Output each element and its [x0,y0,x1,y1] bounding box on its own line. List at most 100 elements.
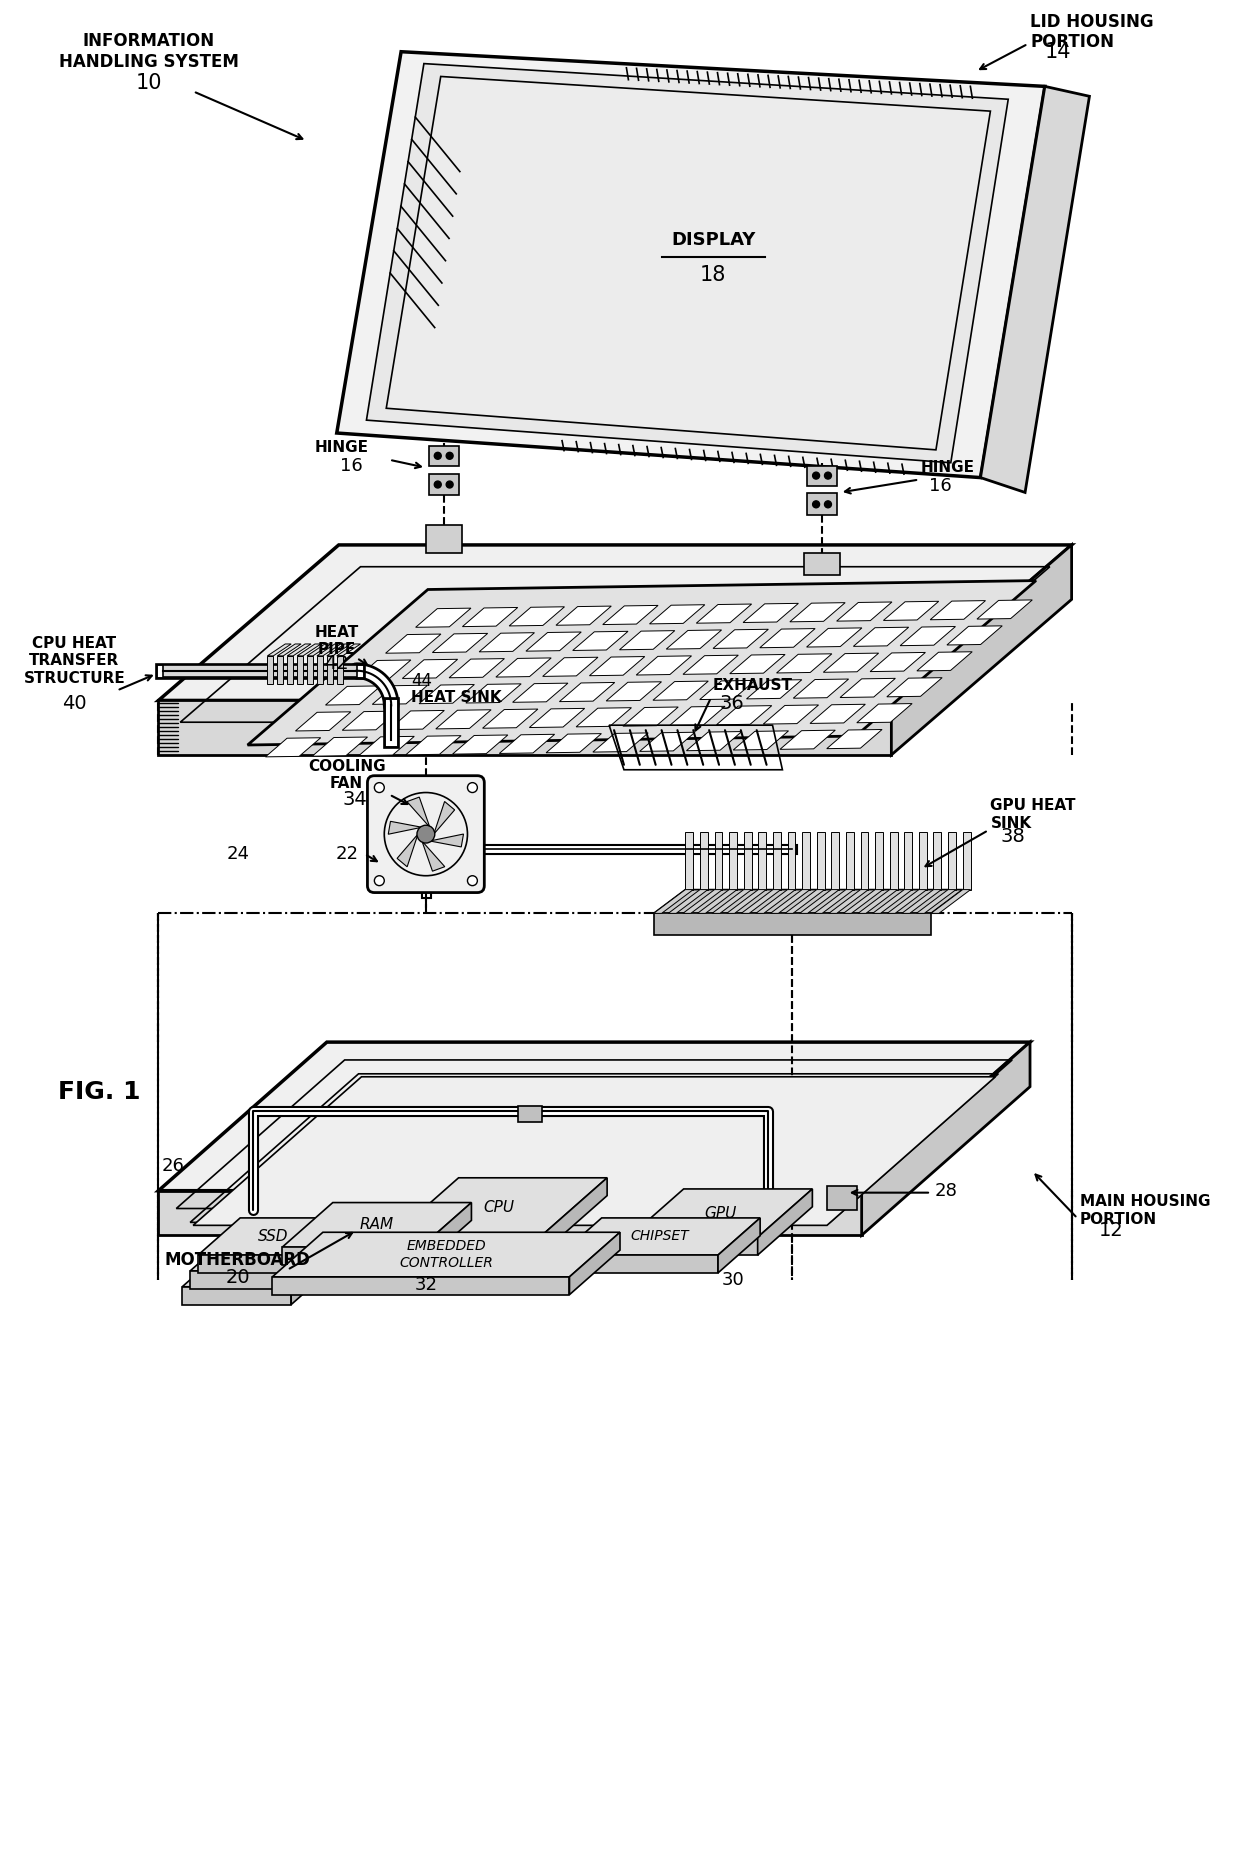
Polygon shape [360,737,414,756]
Text: EXHAUST: EXHAUST [713,678,794,693]
Polygon shape [653,889,962,913]
Polygon shape [668,889,708,913]
Polygon shape [697,889,737,913]
Polygon shape [857,704,913,722]
Polygon shape [298,644,321,656]
Circle shape [434,452,441,459]
Polygon shape [977,600,1032,619]
Polygon shape [510,607,564,626]
Polygon shape [278,656,283,683]
Text: 16: 16 [929,476,952,494]
Polygon shape [806,628,862,646]
Polygon shape [794,680,848,698]
Polygon shape [422,841,445,870]
Text: SSD: SSD [258,1230,289,1245]
Polygon shape [900,626,956,646]
Text: HEAT SINK: HEAT SINK [410,691,502,706]
Polygon shape [159,700,892,756]
Polygon shape [853,628,909,646]
Polygon shape [569,1232,620,1295]
Polygon shape [386,76,991,450]
Polygon shape [827,730,882,748]
Polygon shape [916,652,972,670]
Polygon shape [308,656,312,683]
Polygon shape [861,832,868,889]
Polygon shape [391,1237,539,1256]
Polygon shape [433,633,487,652]
Text: 22: 22 [335,845,358,863]
Polygon shape [934,832,941,889]
Polygon shape [759,832,766,889]
Polygon shape [268,644,291,656]
Polygon shape [317,644,341,656]
Polygon shape [430,833,464,846]
Polygon shape [198,1256,308,1272]
Polygon shape [756,889,795,913]
Circle shape [825,500,832,507]
Text: 18: 18 [699,265,727,285]
Polygon shape [683,656,738,674]
Polygon shape [420,1202,471,1265]
Text: CHIPSET: CHIPSET [631,1230,689,1243]
Polygon shape [337,656,342,683]
Polygon shape [559,1219,760,1256]
Text: LID HOUSING
PORTION: LID HOUSING PORTION [1030,13,1153,52]
Polygon shape [714,832,723,889]
Polygon shape [463,607,518,626]
Polygon shape [790,602,846,622]
Text: GPU: GPU [704,1206,737,1220]
Polygon shape [773,832,781,889]
Text: HINGE: HINGE [921,459,975,476]
Circle shape [812,500,820,507]
Polygon shape [697,604,751,622]
Polygon shape [931,889,971,913]
Polygon shape [500,733,554,754]
Polygon shape [391,1178,608,1237]
Circle shape [417,826,435,843]
Polygon shape [962,832,971,889]
Polygon shape [606,682,661,700]
Polygon shape [265,737,321,757]
Polygon shape [727,889,766,913]
Polygon shape [817,832,825,889]
Text: EMBEDDED
CONTROLLER: EMBEDDED CONTROLLER [399,1239,494,1270]
Polygon shape [713,630,769,648]
Text: 28: 28 [935,1182,957,1200]
Polygon shape [288,644,311,656]
Circle shape [446,482,453,487]
Polygon shape [159,1191,862,1235]
Polygon shape [182,1287,291,1304]
Polygon shape [636,656,692,674]
Polygon shape [518,1106,542,1122]
Text: 26: 26 [162,1158,185,1174]
Polygon shape [193,1076,996,1226]
Polygon shape [699,680,755,700]
Polygon shape [386,633,441,654]
Polygon shape [883,602,939,620]
Polygon shape [730,654,785,674]
Polygon shape [712,889,751,913]
Polygon shape [466,683,521,704]
Text: MAIN HOUSING
PORTION: MAIN HOUSING PORTION [1080,1195,1210,1226]
Polygon shape [650,606,704,624]
Text: HINGE: HINGE [315,441,368,456]
Polygon shape [273,1232,620,1276]
Polygon shape [342,711,398,730]
Polygon shape [356,659,410,680]
Polygon shape [425,526,461,554]
Circle shape [467,876,477,885]
Polygon shape [283,1246,420,1265]
Polygon shape [312,737,367,756]
Polygon shape [512,683,568,702]
Polygon shape [839,678,895,698]
Polygon shape [629,1237,758,1256]
Polygon shape [539,1178,608,1256]
Polygon shape [640,732,694,752]
Polygon shape [919,832,926,889]
FancyBboxPatch shape [367,776,485,893]
Polygon shape [746,680,802,698]
Polygon shape [743,604,799,622]
Text: 24: 24 [226,845,249,863]
Text: 12: 12 [1100,1220,1125,1239]
Polygon shape [870,652,925,672]
